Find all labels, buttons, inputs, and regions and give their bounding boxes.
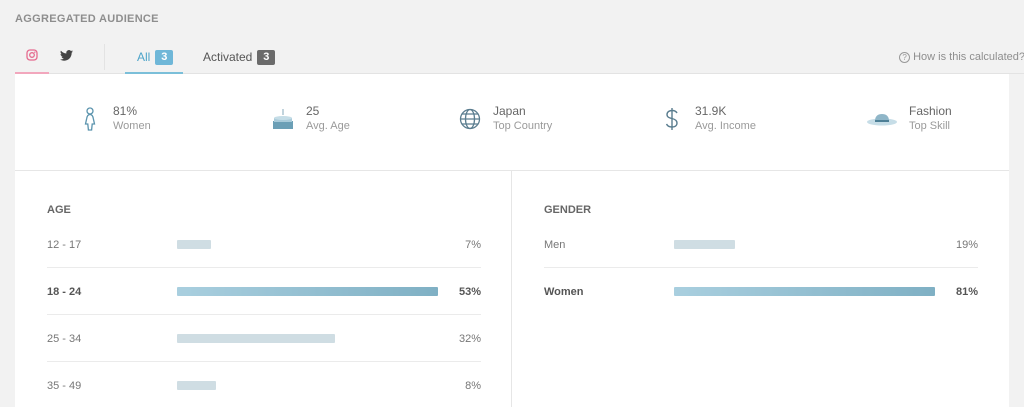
stat-age-label: Avg. Age [306, 120, 350, 132]
gender-bar [674, 287, 935, 296]
tab-twitter[interactable] [49, 40, 83, 74]
stat-avg-age: 25 Avg. Age [270, 104, 350, 136]
gender-panel: GENDER Men 19% Women 81% [512, 171, 1009, 407]
age-title: AGE [47, 204, 71, 216]
tab-all-label: All [137, 50, 151, 64]
birthday-cake-icon [270, 106, 296, 132]
section-title: AGGREGATED AUDIENCE [15, 13, 159, 25]
age-row: 25 - 34 32% [47, 315, 481, 362]
age-bar [177, 287, 438, 296]
stat-skill-value: Fashion [909, 104, 952, 118]
age-row-label: 18 - 24 [47, 285, 82, 298]
gender-row-label: Women [544, 285, 584, 298]
age-row-label: 12 - 17 [47, 238, 82, 251]
age-row-label: 25 - 34 [47, 332, 82, 345]
stat-income-label: Avg. Income [695, 120, 756, 132]
age-row-divider [47, 361, 481, 362]
gender-row-divider [544, 267, 978, 268]
age-row-percent: 32% [458, 332, 481, 345]
age-bar [177, 381, 216, 390]
tab-instagram[interactable] [15, 40, 49, 74]
age-bar [177, 334, 335, 343]
globe-icon [457, 106, 483, 132]
summary-strip: 81% Women 25 Avg. Age Japan Top Country [15, 74, 1009, 171]
age-row-divider [47, 267, 481, 268]
tab-group-divider [104, 44, 105, 70]
age-row: 12 - 17 7% [47, 221, 481, 268]
age-row: 18 - 24 53% [47, 268, 481, 315]
age-panel: AGE 12 - 17 7% 18 - 24 53% 25 - 34 32% 35 - 49… [15, 171, 512, 407]
stat-income-value: 31.9K [695, 104, 727, 118]
stat-avg-income: 31.9K Avg. Income [659, 104, 756, 136]
tab-activated-count: 3 [257, 49, 276, 65]
gender-bar-track [674, 287, 935, 296]
age-row-percent: 8% [465, 379, 481, 392]
age-row: 35 - 49 8% [47, 362, 481, 407]
age-bar [177, 240, 211, 249]
stat-age-value: 25 [306, 104, 320, 118]
gender-row-percent: 81% [955, 285, 978, 298]
gender-row: Women 81% [544, 268, 978, 315]
question-icon: ? [899, 51, 911, 63]
stat-top-country: Japan Top Country [457, 104, 552, 136]
gender-title: GENDER [544, 204, 592, 216]
age-bar-track [177, 287, 438, 296]
audience-tabbar: All 3 Activated 3 ? How is this calculat… [15, 40, 1024, 74]
stat-country-label: Top Country [493, 120, 553, 132]
tab-activated-label: Activated [203, 50, 253, 64]
age-bar-track [177, 381, 438, 390]
stat-skill-label: Top Skill [909, 120, 950, 132]
age-row-label: 35 - 49 [47, 379, 82, 392]
how-calculated-label: How is this calculated? [913, 51, 1024, 63]
stat-women-label: Women [113, 120, 151, 132]
stat-women-value: 81% [113, 104, 138, 118]
how-calculated-link[interactable]: ? How is this calculated? [899, 40, 1024, 74]
woman-icon [77, 106, 103, 132]
stat-country-value: Japan [493, 104, 526, 118]
audience-card: 81% Women 25 Avg. Age Japan Top Country [15, 74, 1009, 407]
tabbar-divider [15, 73, 1024, 74]
age-row-percent: 7% [465, 238, 481, 251]
tab-all-count: 3 [155, 49, 174, 65]
age-row-percent: 53% [458, 285, 481, 298]
gender-row: Men 19% [544, 221, 978, 268]
tab-all[interactable]: All 3 [125, 40, 183, 74]
hat-icon [865, 106, 899, 132]
gender-row-percent: 19% [955, 238, 978, 251]
dollar-icon [659, 106, 685, 132]
instagram-icon [26, 48, 38, 66]
stat-top-skill: Fashion Top Skill [865, 104, 952, 136]
gender-row-label: Men [544, 238, 566, 251]
age-row-divider [47, 314, 481, 315]
gender-bar-track [674, 240, 935, 249]
gender-bar [674, 240, 735, 249]
stat-women: 81% Women [77, 104, 151, 136]
tab-activated[interactable]: Activated 3 [203, 40, 276, 74]
age-bar-track [177, 334, 438, 343]
twitter-icon [59, 48, 73, 66]
age-bar-track [177, 240, 438, 249]
